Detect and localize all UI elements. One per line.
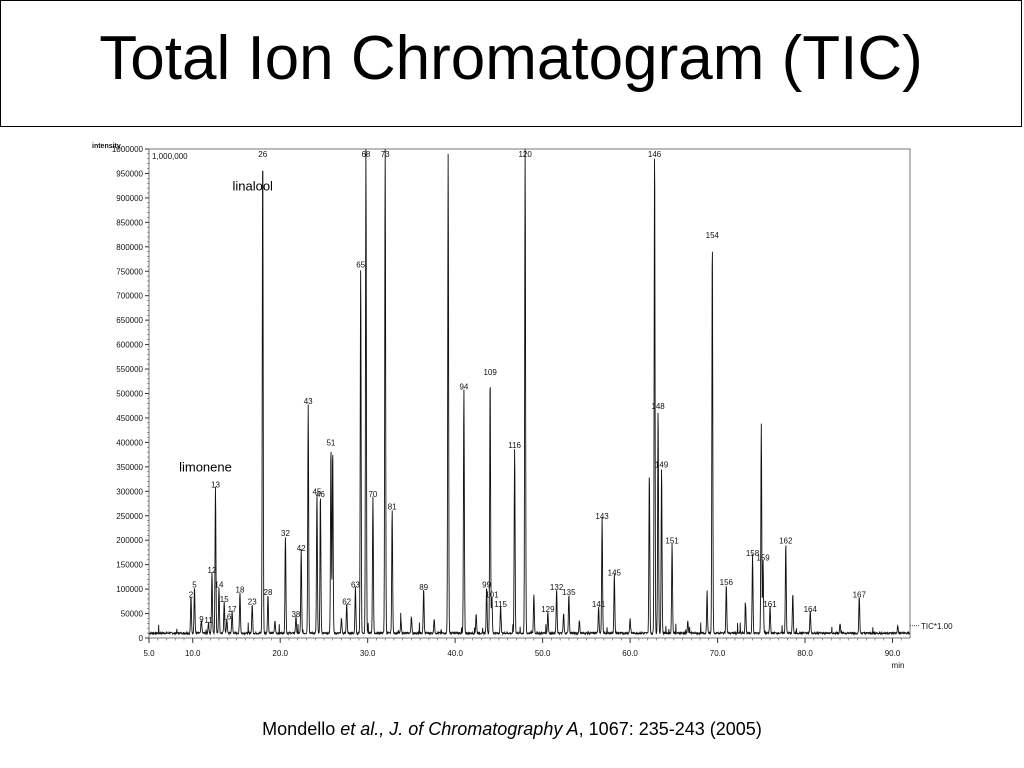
x-tick-label: 5.0 — [143, 649, 155, 658]
citation: Mondello et al., J. of Chromatography A,… — [0, 719, 1024, 740]
peak-label: 143 — [595, 512, 609, 521]
citation-volume: , 1067: 235-243 (2005) — [578, 719, 762, 739]
trace-label: TIC*1.00 — [921, 622, 953, 631]
page-title: Total Ion Chromatogram (TIC) — [99, 24, 923, 93]
peak-label: 63 — [351, 581, 360, 590]
peak-label: 89 — [419, 583, 428, 592]
peak-label: 16 — [222, 612, 231, 621]
chromatogram-chart: 1000000950000900000850000800000750000700… — [92, 143, 953, 670]
peak-label: 116 — [508, 441, 521, 450]
y-tick-label: 250000 — [116, 512, 143, 521]
peak-label: 161 — [763, 600, 777, 609]
peak-label: 32 — [281, 529, 290, 538]
tic-trace — [148, 148, 911, 636]
peak-label: 14 — [215, 581, 224, 590]
peak-label: 132 — [550, 583, 564, 592]
x-axis-label: min — [892, 661, 905, 670]
peak-label: 156 — [720, 578, 734, 587]
peak-label: 42 — [297, 544, 306, 553]
x-tick-label: 30.0 — [360, 649, 376, 658]
y-tick-label: 400000 — [116, 438, 143, 447]
peak-label: 164 — [804, 605, 818, 614]
compound-annotation: linalool — [232, 179, 273, 194]
y-tick-label: 550000 — [116, 365, 143, 374]
x-tick-label: 80.0 — [797, 649, 813, 658]
x-tick-label: 40.0 — [447, 649, 463, 658]
y-tick-label: 700000 — [116, 292, 143, 301]
peak-label: 109 — [483, 368, 497, 377]
y-tick-label: 350000 — [116, 463, 143, 472]
y-tick-label: 800000 — [116, 243, 143, 252]
peak-label: 51 — [326, 439, 335, 448]
peak-label: 62 — [342, 598, 351, 607]
peak-label: 94 — [459, 383, 468, 392]
citation-journal: et al., J. of Chromatography A — [340, 719, 579, 739]
peak-label: 9 — [199, 615, 204, 624]
y-tick-label: 0 — [139, 634, 144, 643]
peak-label: 17 — [228, 605, 237, 614]
peak-label: 167 — [853, 590, 867, 599]
peak-label: 145 — [608, 568, 622, 577]
peak-label: 151 — [665, 537, 679, 546]
y-tick-label: 450000 — [116, 414, 143, 423]
y-tick-label: 900000 — [116, 194, 143, 203]
scale-label: 1,000,000 — [152, 152, 188, 161]
title-box: Total Ion Chromatogram (TIC) — [0, 0, 1022, 127]
y-tick-label: 500000 — [116, 390, 143, 399]
peak-label: 15 — [220, 595, 229, 604]
peak-label: 162 — [779, 537, 793, 546]
peak-label: 149 — [655, 461, 669, 470]
peak-label: 146 — [648, 150, 662, 159]
y-tick-label: 300000 — [116, 487, 143, 496]
peak-label: 2 — [189, 590, 194, 599]
peak-label: 65 — [356, 260, 365, 269]
compound-annotation: limonene — [179, 460, 232, 475]
peak-label: 159 — [756, 554, 770, 563]
y-axis-label: intensity — [92, 143, 121, 150]
peak-label: 70 — [368, 490, 377, 499]
peak-label: 148 — [651, 402, 665, 411]
peak-label: 43 — [304, 397, 313, 406]
x-tick-label: 60.0 — [622, 649, 638, 658]
peak-label: 81 — [388, 502, 397, 511]
peak-label: 46 — [316, 490, 325, 499]
peak-label: 23 — [248, 598, 257, 607]
citation-author: Mondello — [262, 719, 341, 739]
x-tick-label: 10.0 — [185, 649, 201, 658]
peak-label: 120 — [518, 150, 532, 159]
y-tick-label: 850000 — [116, 218, 143, 227]
peak-label: 12 — [208, 566, 217, 575]
peak-label: 141 — [592, 600, 606, 609]
peak-label: 11 — [204, 616, 213, 625]
x-tick-label: 50.0 — [535, 649, 551, 658]
y-tick-label: 150000 — [116, 561, 143, 570]
y-tick-label: 950000 — [116, 169, 143, 178]
peak-label: 13 — [211, 480, 220, 489]
peak-label: 115 — [494, 600, 507, 609]
peak-label: 129 — [541, 605, 555, 614]
y-tick-label: 650000 — [116, 316, 143, 325]
y-tick-label: 50000 — [121, 610, 144, 619]
y-tick-label: 100000 — [116, 585, 143, 594]
x-tick-label: 70.0 — [710, 649, 726, 658]
peak-label: 135 — [562, 588, 576, 597]
peak-label: 45 — [312, 488, 321, 497]
y-tick-label: 1000000 — [112, 145, 144, 154]
y-tick-label: 600000 — [116, 341, 143, 350]
peak-label: 99 — [482, 581, 491, 590]
peak-label: 68 — [361, 150, 370, 159]
peak-label: 28 — [264, 588, 273, 597]
peak-label: 154 — [706, 231, 720, 240]
peak-label: 38 — [291, 610, 300, 619]
peak-label: 101 — [485, 590, 499, 599]
peak-label: 5 — [192, 581, 197, 590]
y-tick-label: 200000 — [116, 536, 143, 545]
x-tick-label: 20.0 — [272, 649, 288, 658]
peak-label: 26 — [258, 150, 267, 159]
peak-label: 73 — [381, 150, 390, 159]
peak-label: 158 — [746, 549, 760, 558]
x-tick-label: 90.0 — [885, 649, 901, 658]
y-tick-label: 750000 — [116, 267, 143, 276]
peak-label: 18 — [236, 585, 245, 594]
